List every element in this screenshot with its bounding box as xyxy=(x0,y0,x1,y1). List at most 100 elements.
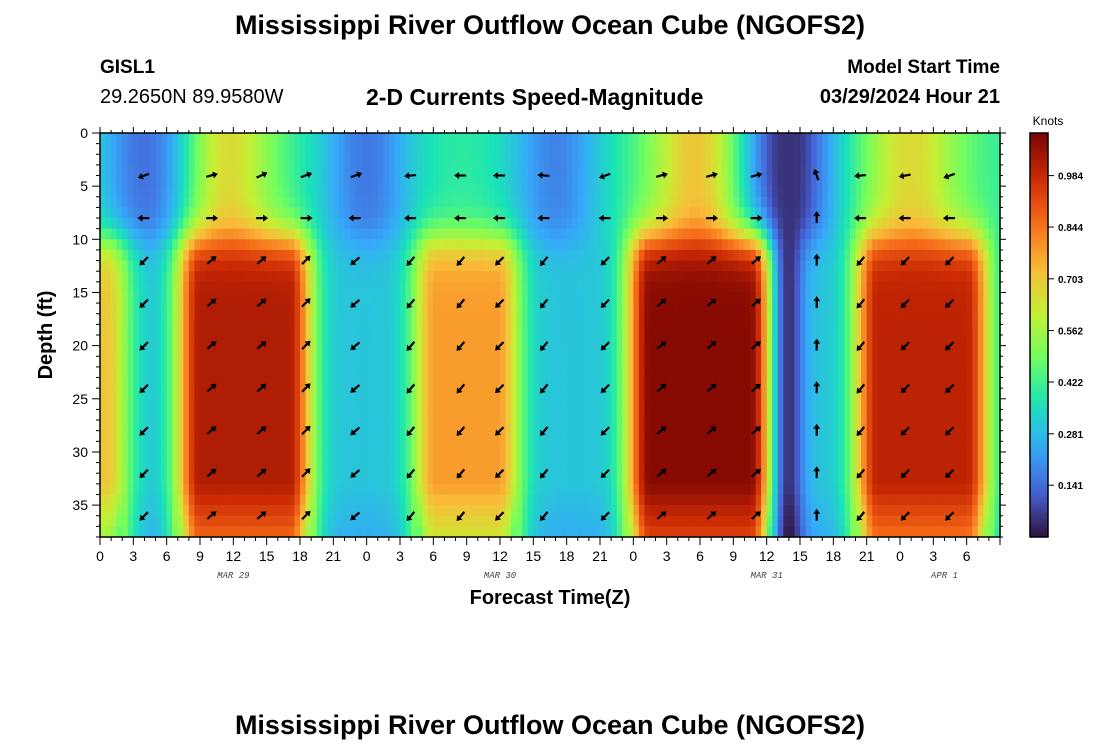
heatmap-cell xyxy=(227,186,234,198)
heatmap-cell xyxy=(800,303,807,315)
heatmap-cell xyxy=(100,143,107,155)
heatmap-cell xyxy=(638,335,646,347)
heatmap-cell xyxy=(133,388,140,400)
heatmap-cell xyxy=(494,398,501,411)
heatmap-cell xyxy=(455,409,462,421)
heatmap-cell xyxy=(572,164,579,177)
heatmap-cell xyxy=(538,451,546,464)
heatmap-cell xyxy=(405,313,412,325)
heatmap-cell xyxy=(700,271,707,283)
heatmap-cell xyxy=(855,345,862,357)
heatmap-cell xyxy=(561,303,568,315)
heatmap-cell xyxy=(588,133,596,145)
heatmap-cell xyxy=(983,207,990,219)
heatmap-cell xyxy=(816,228,823,240)
heatmap-cell xyxy=(783,420,790,432)
heatmap-cell xyxy=(872,335,879,347)
heatmap-cell xyxy=(683,303,690,315)
heatmap-cell xyxy=(744,239,751,251)
heatmap-cell xyxy=(555,388,562,400)
heatmap-cell xyxy=(100,281,107,294)
heatmap-cell xyxy=(944,420,951,432)
heatmap-cell xyxy=(666,441,673,453)
heatmap-cell xyxy=(927,271,934,283)
heatmap-cell xyxy=(750,356,757,368)
heatmap-cell xyxy=(761,260,768,272)
heatmap-cell xyxy=(350,164,357,177)
heatmap-cell xyxy=(222,356,229,368)
heatmap-cell xyxy=(300,420,307,432)
heatmap-cell xyxy=(977,324,984,336)
heatmap-cell xyxy=(522,398,529,411)
heatmap-cell xyxy=(227,154,234,166)
heatmap-cell xyxy=(405,133,412,145)
heatmap-cell xyxy=(544,154,551,166)
heatmap-cell xyxy=(455,335,462,347)
heatmap-cell xyxy=(327,324,334,336)
heatmap-cell xyxy=(144,324,151,336)
heatmap-cell xyxy=(727,133,734,145)
heatmap-cell xyxy=(144,175,151,187)
heatmap-cell xyxy=(605,345,612,357)
heatmap-cell xyxy=(461,143,468,155)
heatmap-cell xyxy=(122,388,129,400)
heatmap-cell xyxy=(194,271,201,283)
heatmap-cell xyxy=(833,398,840,411)
heatmap-cell xyxy=(700,207,707,219)
heatmap-cell xyxy=(700,164,707,177)
heatmap-cell xyxy=(816,356,823,368)
heatmap-cell xyxy=(522,420,529,432)
heatmap-cell xyxy=(677,154,684,166)
heatmap-cell xyxy=(361,303,368,315)
heatmap-cell xyxy=(488,207,496,219)
heatmap-cell xyxy=(622,186,629,198)
heatmap-cell xyxy=(483,271,490,283)
heatmap-cell xyxy=(800,292,807,304)
heatmap-cell xyxy=(294,409,301,421)
heatmap-cell xyxy=(800,451,807,464)
heatmap-cell xyxy=(377,239,384,251)
heatmap-cell xyxy=(633,281,640,294)
heatmap-cell xyxy=(983,366,990,379)
heatmap-cell xyxy=(738,377,746,389)
heatmap-cell xyxy=(983,430,990,442)
heatmap-cell xyxy=(355,356,362,368)
heatmap-cell xyxy=(722,335,729,347)
heatmap-cell xyxy=(961,441,968,453)
heatmap-cell xyxy=(550,186,557,198)
heatmap-cell xyxy=(944,345,951,357)
heatmap-cell xyxy=(772,239,779,251)
heatmap-cell xyxy=(511,271,518,283)
heatmap-cell xyxy=(955,207,962,219)
heatmap-cell xyxy=(744,133,751,145)
heatmap-cell xyxy=(138,186,146,198)
heatmap-cell xyxy=(744,154,751,166)
heatmap-cell xyxy=(716,377,723,389)
heatmap-cell xyxy=(561,271,568,283)
heatmap-cell xyxy=(405,303,412,315)
heatmap-cell xyxy=(905,260,912,272)
heatmap-cell xyxy=(961,313,968,325)
heatmap-cell xyxy=(844,228,851,240)
heatmap-cell xyxy=(650,303,657,315)
heatmap-cell xyxy=(383,143,390,155)
heatmap-cell xyxy=(227,271,234,283)
heatmap-cell xyxy=(116,292,123,304)
heatmap-cell xyxy=(750,409,757,421)
heatmap-cell xyxy=(333,303,340,315)
heatmap-cell xyxy=(611,249,618,262)
heatmap-cell xyxy=(822,409,829,421)
heatmap-cell xyxy=(472,133,479,145)
heatmap-cell xyxy=(550,239,557,251)
heatmap-cell xyxy=(700,292,707,304)
heatmap-cell xyxy=(483,345,490,357)
heatmap-cell xyxy=(372,377,379,389)
heatmap-cell xyxy=(383,218,390,230)
heatmap-cell xyxy=(638,398,646,411)
heatmap-cell xyxy=(866,175,873,187)
heatmap-cell xyxy=(250,430,257,442)
heatmap-cell xyxy=(488,281,496,294)
heatmap-cell xyxy=(188,292,196,304)
heatmap-cell xyxy=(427,345,434,357)
heatmap-cell xyxy=(894,398,901,411)
